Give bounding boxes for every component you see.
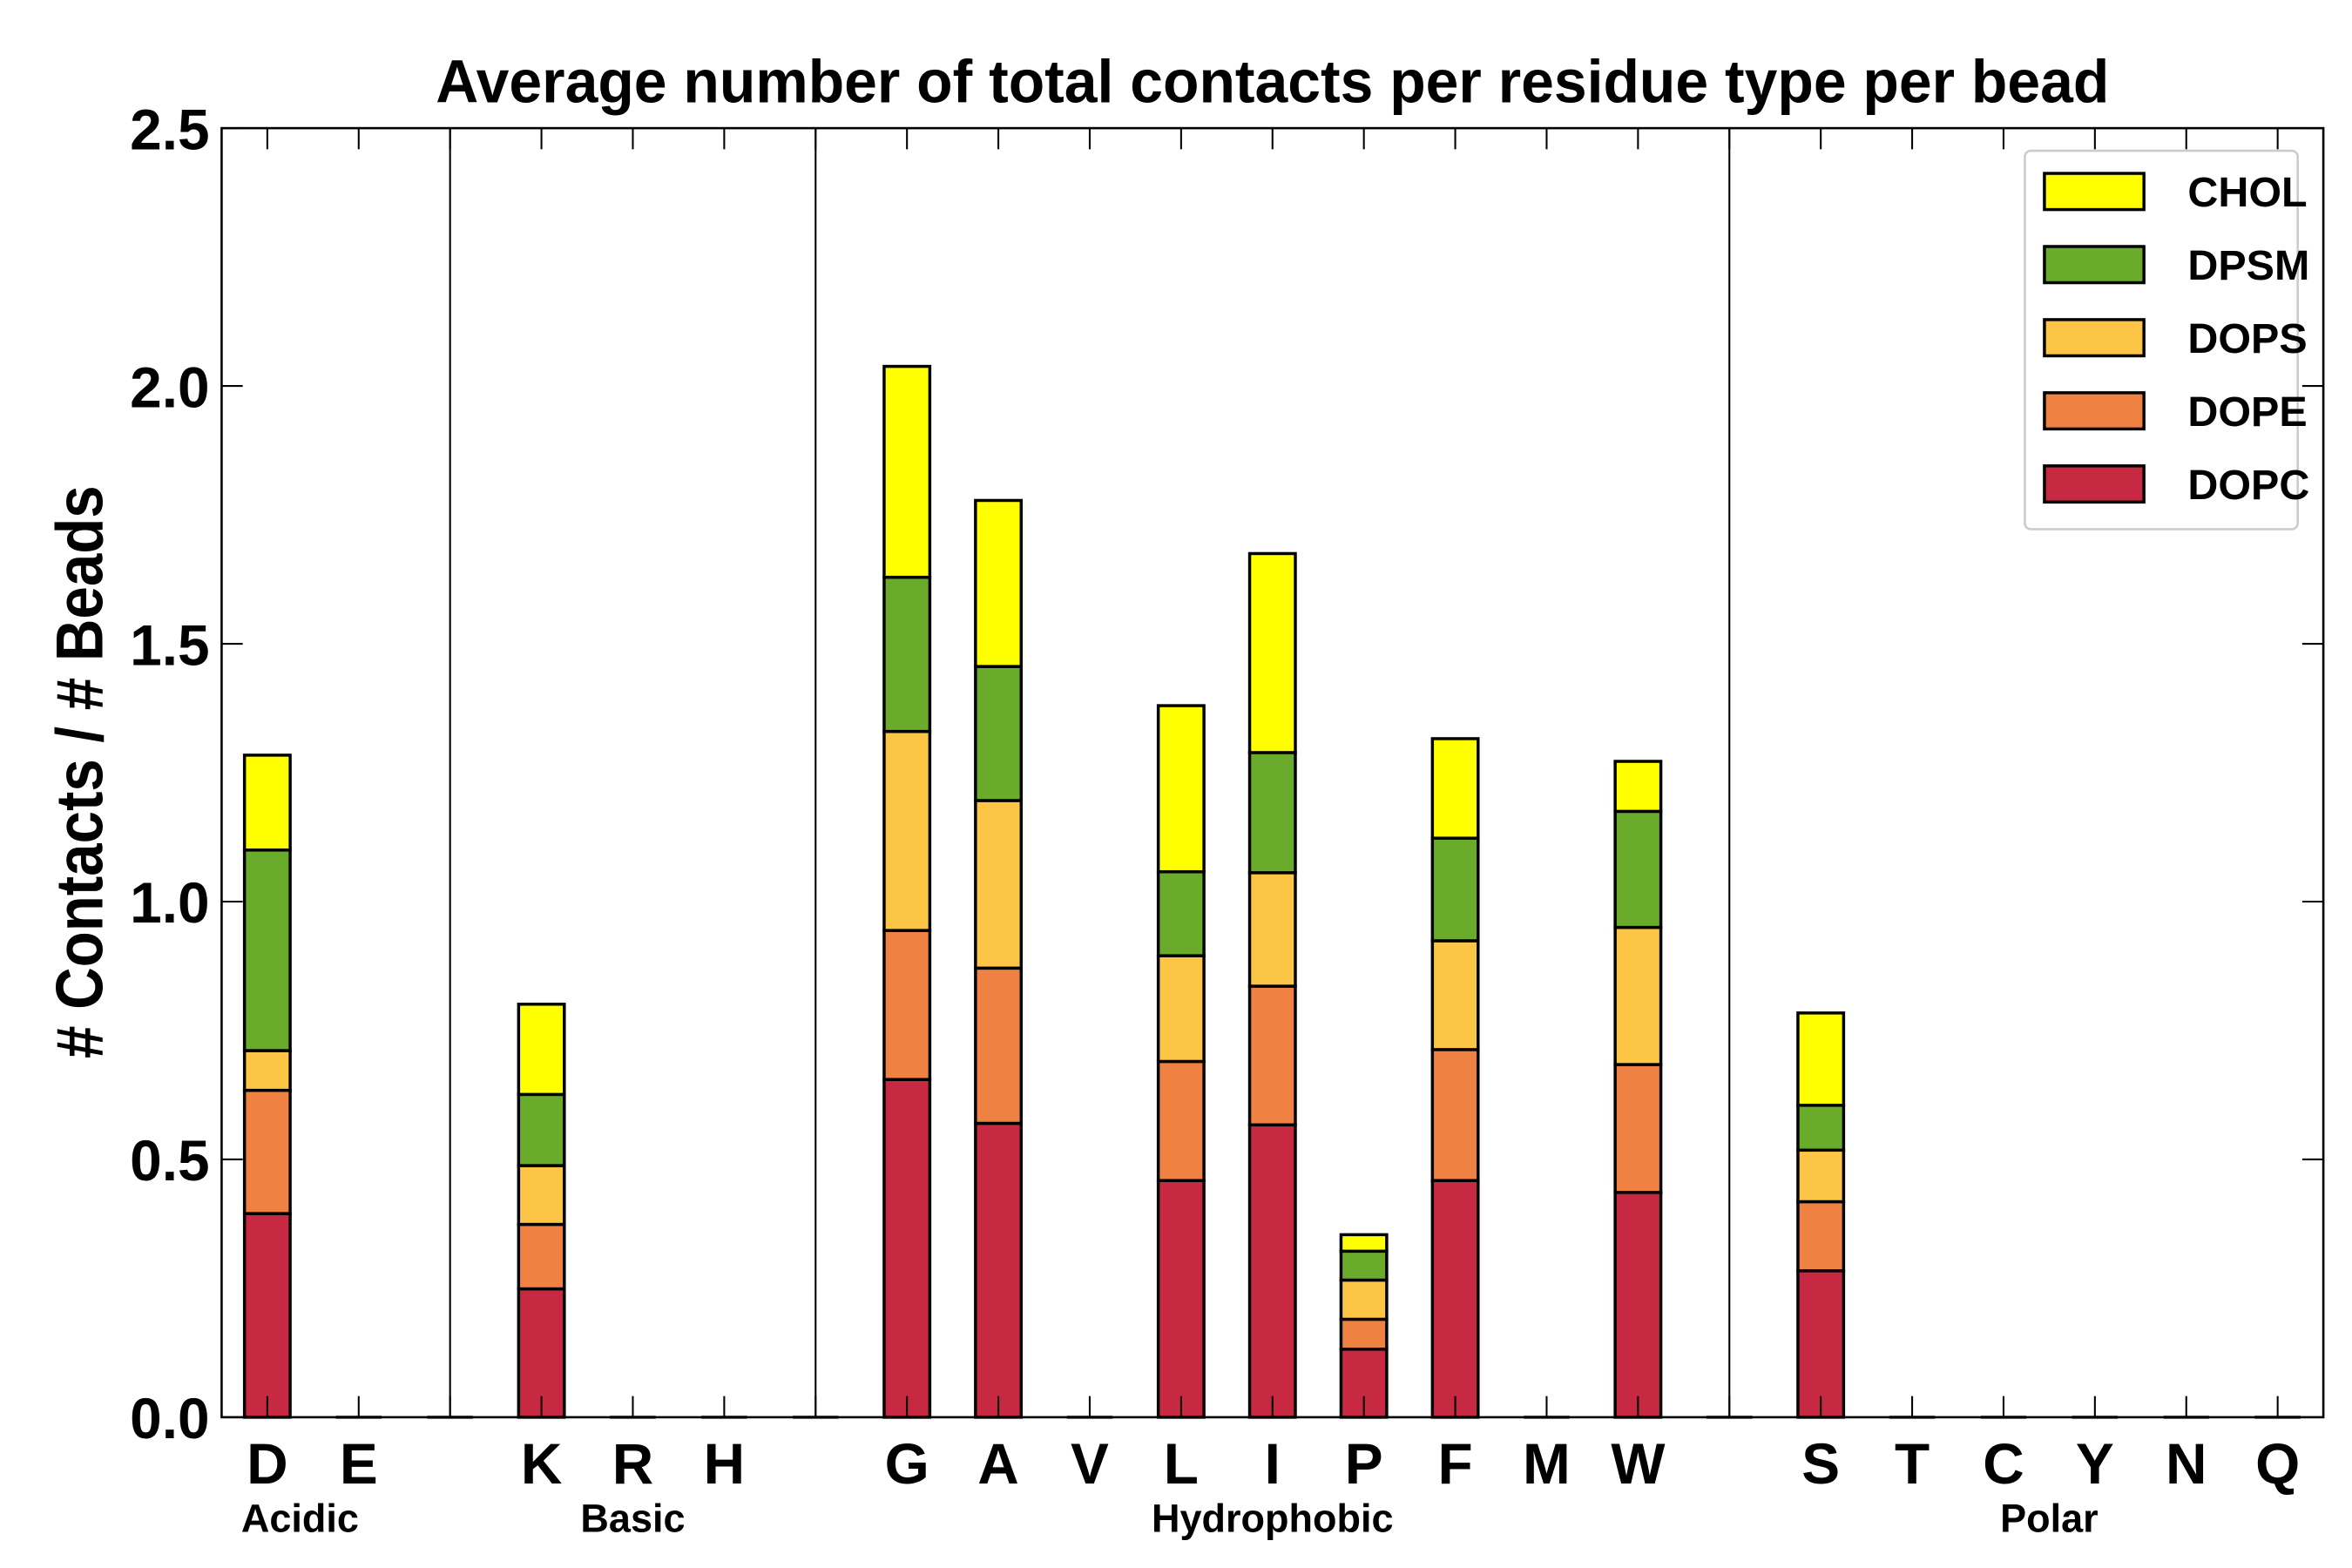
bar-dope-G (882, 929, 932, 1081)
bar-dope-D (242, 1088, 292, 1215)
bar-dope-W (1613, 1063, 1663, 1194)
x-tick-label: Y (2076, 1431, 2114, 1496)
bar-dopc-D (242, 1212, 292, 1419)
bar-chol-G (882, 364, 932, 579)
legend-swatch-dopc (2043, 464, 2146, 504)
bar-dpsm-I (1247, 751, 1297, 875)
bar-chol-S (1796, 1011, 1846, 1107)
bar-dpsm-D (242, 848, 292, 1052)
bar-chol-W (1613, 760, 1663, 814)
bar-chol-L (1156, 704, 1206, 874)
y-tick-label: 0.5 (130, 1128, 209, 1193)
group-label: Polar (2000, 1496, 2099, 1540)
bar-dops-L (1156, 954, 1206, 1064)
bar-dopc-S (1796, 1269, 1846, 1419)
bar-chol-K (517, 1003, 566, 1097)
bar-dpsm-W (1613, 809, 1663, 929)
bar-dopc-I (1247, 1123, 1297, 1419)
bar-chol-I (1247, 551, 1297, 754)
bar-dpsm-G (882, 575, 932, 733)
bar-dopc-G (882, 1078, 932, 1419)
y-axis-label: # Contacts / # Beads (44, 485, 118, 1058)
legend-swatch-dpsm (2043, 245, 2146, 285)
group-label: Acidic (241, 1496, 359, 1540)
bar-dpsm-P (1339, 1249, 1389, 1282)
bar-chol-F (1430, 737, 1480, 840)
bar-dops-S (1796, 1148, 1846, 1204)
bar-dope-P (1339, 1317, 1389, 1351)
legend-swatch-dops (2043, 318, 2146, 358)
x-tick-label: M (1523, 1431, 1571, 1496)
x-tick-label: Q (2255, 1431, 2300, 1496)
bar-dope-I (1247, 984, 1297, 1127)
bar-dope-S (1796, 1200, 1846, 1273)
bar-dopc-W (1613, 1191, 1663, 1419)
bar-dops-P (1339, 1278, 1389, 1321)
y-tick-label: 2.5 (130, 97, 209, 161)
y-tick-label: 1.0 (130, 870, 209, 935)
plot-frame (220, 126, 2325, 1419)
bar-dopc-K (517, 1287, 566, 1419)
bar-dpsm-S (1796, 1104, 1846, 1152)
x-tick-label: S (1801, 1431, 1840, 1496)
legend-label-dope: DOPE (2187, 389, 2307, 436)
bar-dops-W (1613, 925, 1663, 1066)
bar-dops-A (974, 799, 1024, 970)
bar-dopc-F (1430, 1179, 1480, 1419)
legend: CHOL DPSM DOPS DOPE DOPC (2024, 149, 2309, 531)
bar-dops-F (1430, 939, 1480, 1051)
x-tick-label: P (1345, 1431, 1383, 1496)
x-tick-label: C (1983, 1431, 2024, 1496)
chart-title: Average number of total contacts per res… (436, 48, 2109, 116)
bar-chol-A (974, 498, 1024, 668)
bar-dops-G (882, 729, 932, 932)
bar-dope-L (1156, 1059, 1206, 1182)
group-label: Hydrophobic (1152, 1496, 1394, 1540)
x-tick-label: E (340, 1431, 378, 1496)
legend-swatch-dope (2043, 391, 2146, 431)
x-tick-label: W (1611, 1431, 1665, 1496)
x-tick-label: T (1895, 1431, 1930, 1496)
x-tick-label: A (977, 1431, 1018, 1496)
bar-dpsm-L (1156, 869, 1206, 957)
x-tick-label: L (1164, 1431, 1199, 1496)
bar-dops-D (242, 1049, 292, 1092)
x-tick-label: G (885, 1431, 929, 1496)
bar-dpsm-A (974, 665, 1024, 802)
x-tick-label: D (247, 1431, 287, 1496)
plot-area: D E K R H G A V L I P F M W S T C Y N Q Acidic Basic Hydrophob… (130, 97, 2325, 1540)
x-tick-label: F (1437, 1431, 1472, 1496)
bar-dopc-A (974, 1121, 1024, 1419)
group-label: Basic (580, 1496, 685, 1540)
bar-dope-K (517, 1222, 566, 1291)
x-tick-label: H (704, 1431, 745, 1496)
bar-chol-P (1339, 1233, 1389, 1254)
legend-swatch-chol (2043, 172, 2146, 212)
y-tick-label: 1.5 (130, 612, 209, 677)
x-tick-label: R (612, 1431, 653, 1496)
bar-dpsm-F (1430, 836, 1480, 943)
y-tick-label: 0.0 (130, 1386, 209, 1450)
bar-dpsm-K (517, 1092, 566, 1167)
legend-label-dpsm: DPSM (2187, 242, 2309, 289)
x-tick-label: K (521, 1431, 562, 1496)
bar-chol-D (242, 754, 292, 852)
legend-label-dopc: DOPC (2187, 462, 2309, 509)
x-tick-label: I (1265, 1431, 1281, 1496)
bar-dops-K (517, 1164, 566, 1227)
bar-dope-A (974, 966, 1024, 1125)
bar-dops-I (1247, 871, 1297, 988)
bar-dope-F (1430, 1048, 1480, 1182)
x-tick-label: N (2166, 1431, 2207, 1496)
legend-label-chol: CHOL (2187, 169, 2307, 216)
bar-dopc-L (1156, 1179, 1206, 1419)
legend-label-dops: DOPS (2187, 315, 2307, 362)
y-tick-label: 2.0 (130, 355, 209, 419)
x-tick-label: V (1071, 1431, 1109, 1496)
